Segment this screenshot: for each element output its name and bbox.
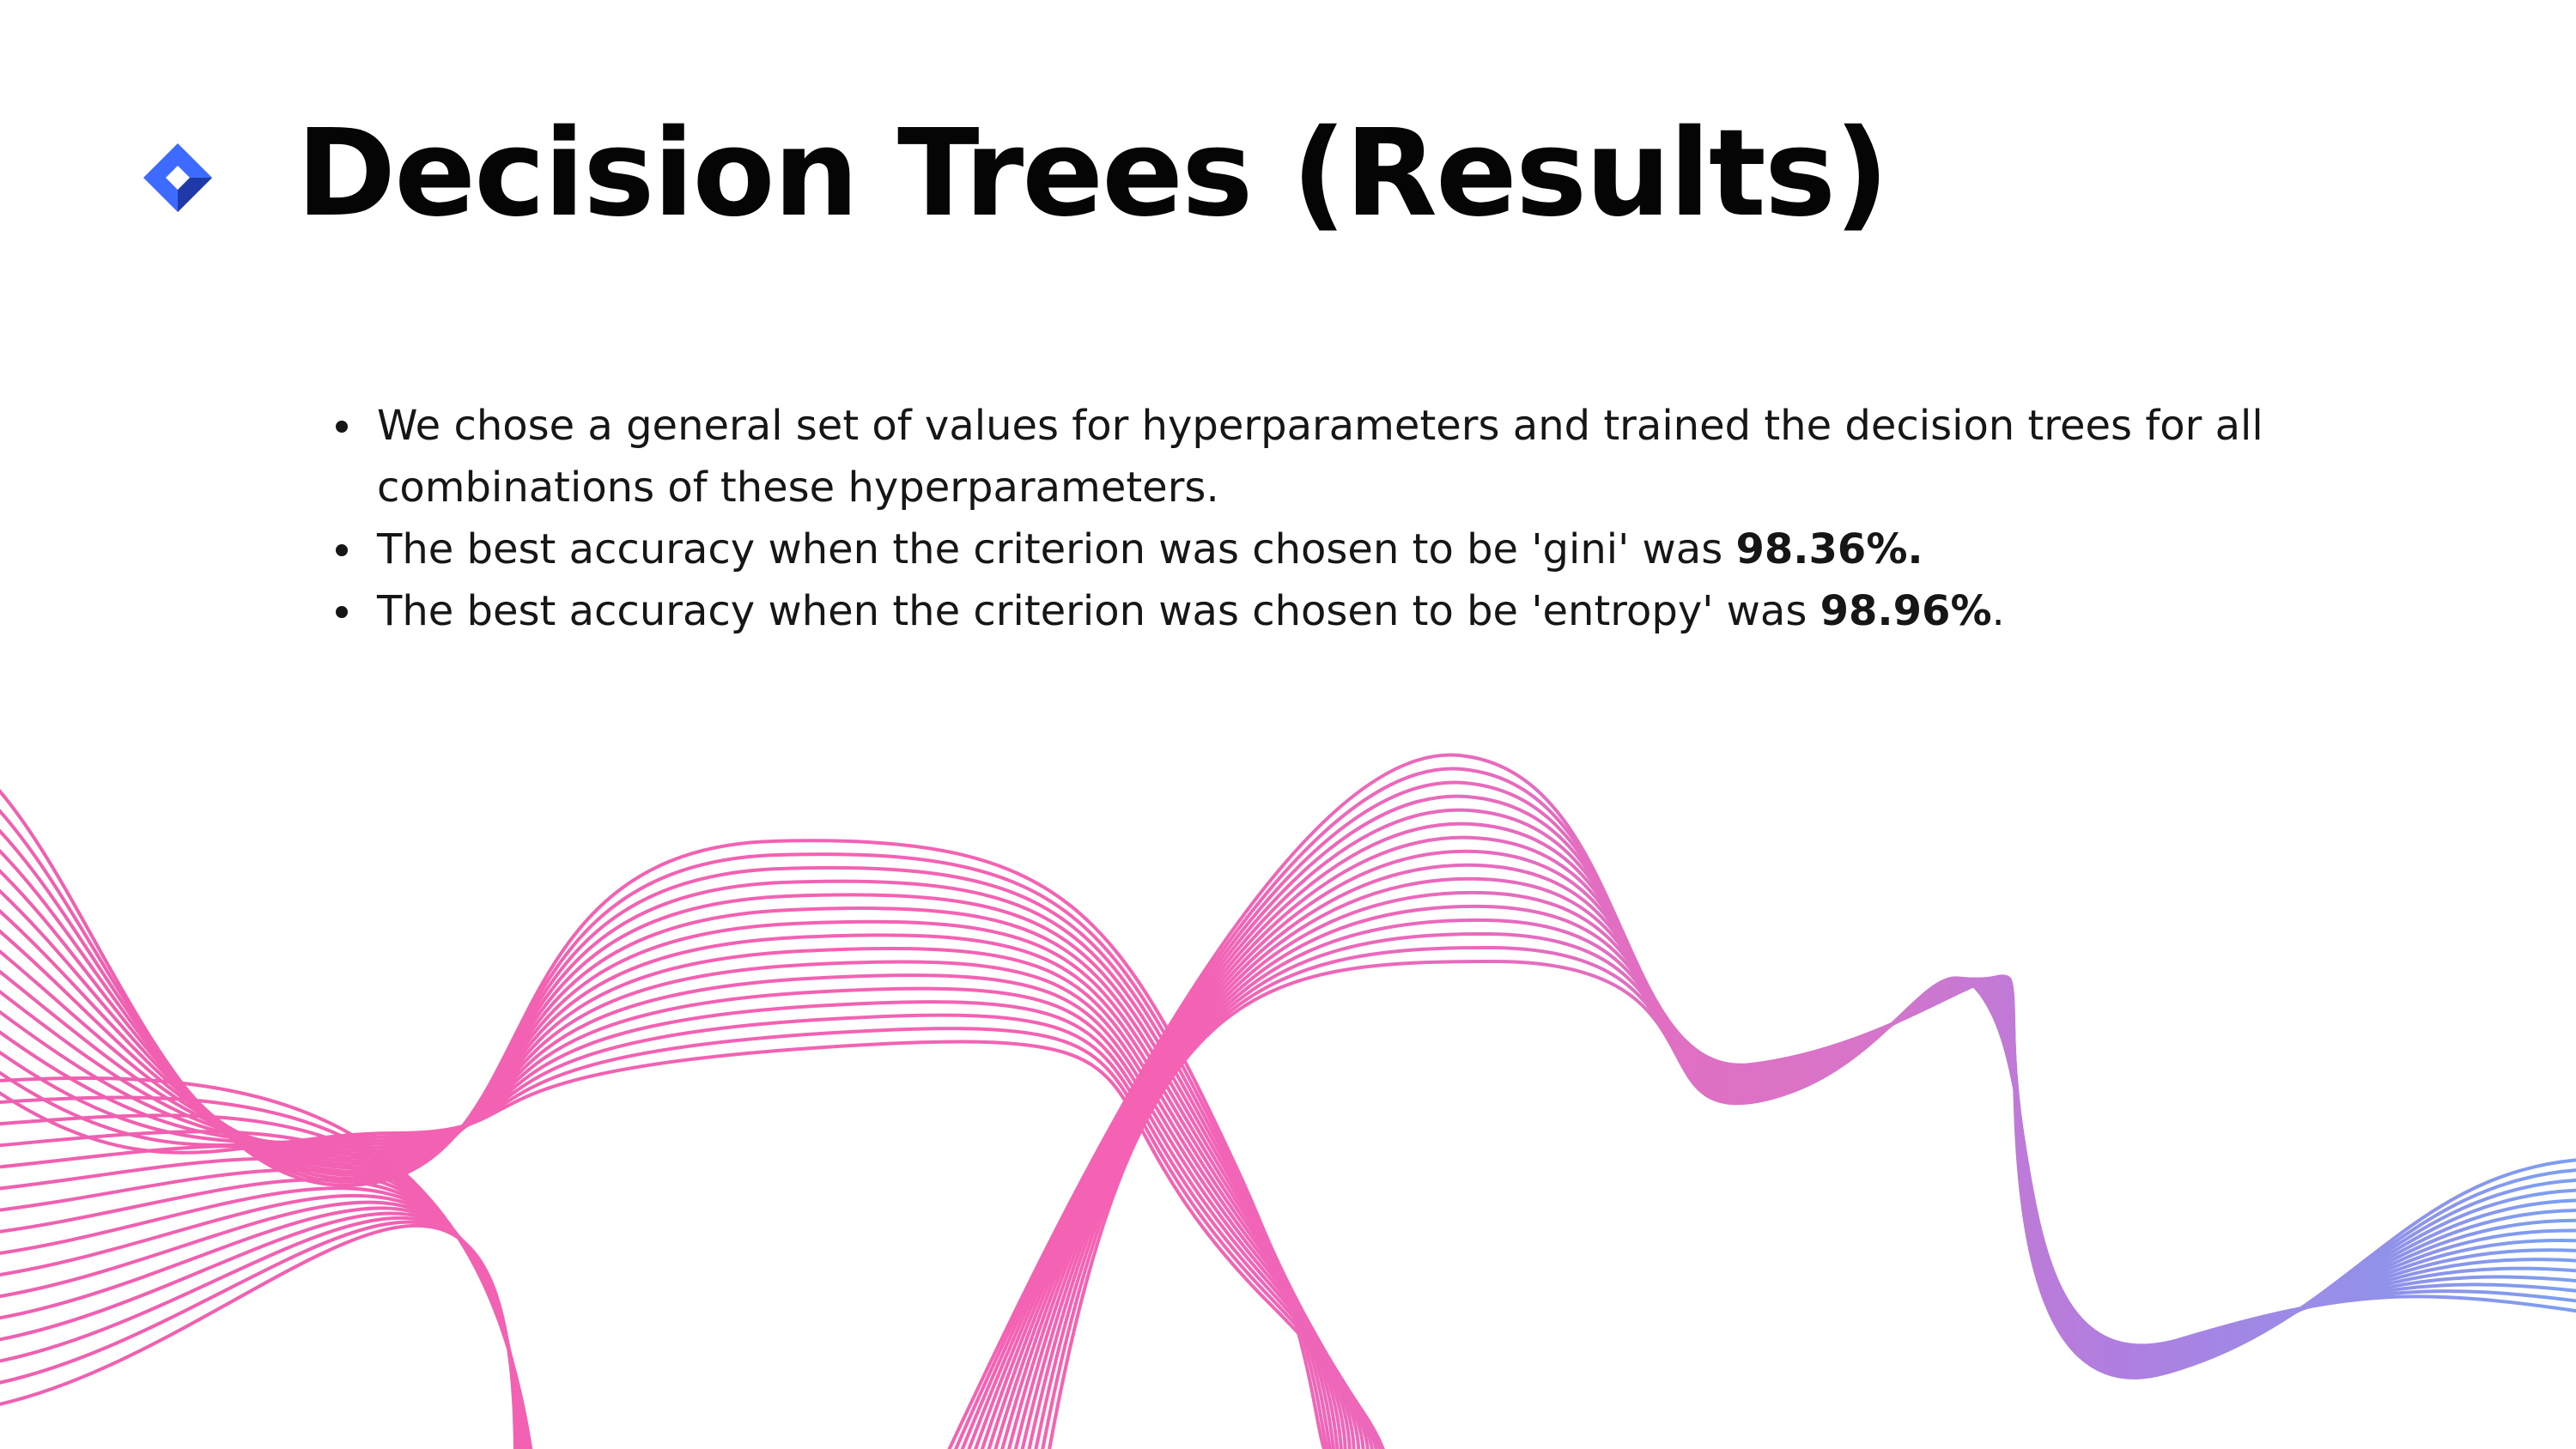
bullet-text: We chose a general set of values for hyp…: [377, 402, 2263, 512]
bullet-item: The best accuracy when the criterion was…: [331, 518, 2306, 580]
diamond-logo-icon: [143, 143, 212, 212]
bullet-highlight: 98.96%: [1820, 587, 1992, 635]
bullet-dot: [336, 544, 348, 556]
bullet-dot: [336, 421, 348, 433]
bullet-list: We chose a general set of values for hyp…: [331, 395, 2306, 642]
wave-line: [0, 1040, 1385, 1449]
bullet-highlight: 98.36%.: [1735, 525, 1923, 573]
page-title: Decision Trees (Results): [296, 104, 1889, 244]
wave-line: [0, 959, 2576, 1449]
bullet-item: The best accuracy when the criterion was…: [331, 580, 2306, 642]
bullet-dot: [336, 606, 348, 618]
decorative-wave-lines: [0, 753, 2576, 1449]
bullet-text: The best accuracy when the criterion was…: [377, 525, 1736, 573]
bullet-suffix: .: [1991, 587, 2005, 635]
wave-line: [0, 931, 2576, 1449]
bullet-item: We chose a general set of values for hyp…: [331, 395, 2306, 518]
wave-line: [0, 929, 1352, 1449]
bullet-text: The best accuracy when the criterion was…: [377, 587, 1820, 635]
